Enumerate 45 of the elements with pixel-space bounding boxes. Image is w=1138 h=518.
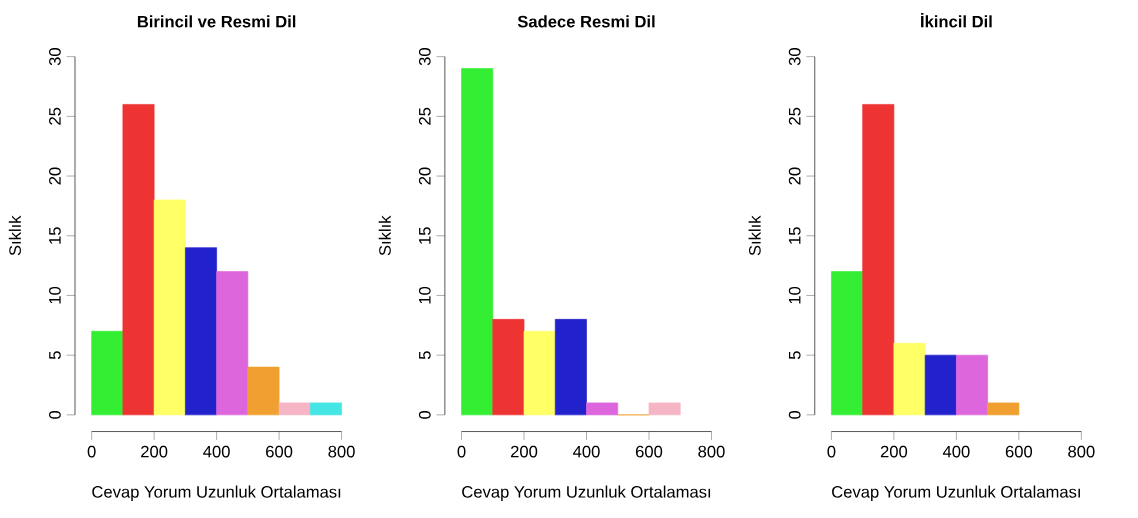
y-tick-label: 5: [49, 351, 61, 360]
x-tick-label: 200: [141, 445, 168, 458]
x-tick-label: 800: [698, 445, 725, 458]
y-tick-label: 15: [49, 227, 61, 244]
y-tick-label: 30: [49, 47, 61, 66]
y-tick-label: 25: [49, 107, 61, 125]
y-tick-label: 25: [788, 107, 801, 125]
x-tick-label: 600: [635, 445, 663, 458]
y-axis-title: Sıklık: [8, 215, 21, 256]
y-tick-label: 10: [418, 286, 431, 304]
x-tick-label: 0: [87, 445, 96, 458]
y-tick-label: 20: [788, 167, 801, 185]
y-tick-label: 25: [418, 107, 431, 125]
x-tick-label: 600: [266, 445, 293, 458]
y-tick-label: 20: [418, 167, 431, 185]
chart-title: Sadece Resmi Dil: [517, 15, 655, 28]
y-axis-title: Sıklık: [378, 215, 391, 256]
x-tick-label: 0: [827, 445, 836, 458]
x-tick-label: 400: [203, 445, 230, 458]
x-tick-label: 400: [942, 445, 970, 458]
y-tick-label: 0: [418, 410, 431, 419]
y-tick-label: 15: [419, 227, 431, 244]
x-tick-label: 400: [573, 445, 600, 458]
y-tick-label: 5: [419, 351, 431, 360]
x-tick-label: 200: [880, 445, 908, 458]
x-axis-title: Cevap Yorum Uzunluk Ortalaması: [832, 485, 1080, 501]
y-tick-label: 30: [788, 47, 801, 66]
y-tick-label: 0: [49, 410, 61, 419]
y-axis-title: Sıklık: [748, 215, 761, 256]
y-tick-label: 0: [788, 410, 801, 419]
y-tick-label: 30: [418, 47, 431, 66]
y-tick-label: 10: [788, 286, 801, 304]
x-tick-label: 0: [457, 445, 466, 458]
chart-title: İkincil Dil: [921, 13, 992, 28]
y-tick-label: 5: [788, 351, 801, 360]
x-tick-label: 200: [511, 445, 538, 458]
y-tick-label: 15: [788, 227, 801, 244]
y-tick-label: 20: [49, 167, 61, 185]
x-axis-title: Cevap Yorum Uzunluk Ortalaması: [92, 485, 341, 501]
y-tick-label: 10: [49, 286, 61, 304]
chart-title: Birincil ve Resmi Dil: [137, 15, 296, 28]
x-axis-title: Cevap Yorum Uzunluk Ortalaması: [462, 485, 711, 501]
x-tick-label: 800: [328, 445, 355, 458]
x-tick-label: 800: [1068, 445, 1095, 458]
x-tick-label: 600: [1005, 445, 1033, 458]
